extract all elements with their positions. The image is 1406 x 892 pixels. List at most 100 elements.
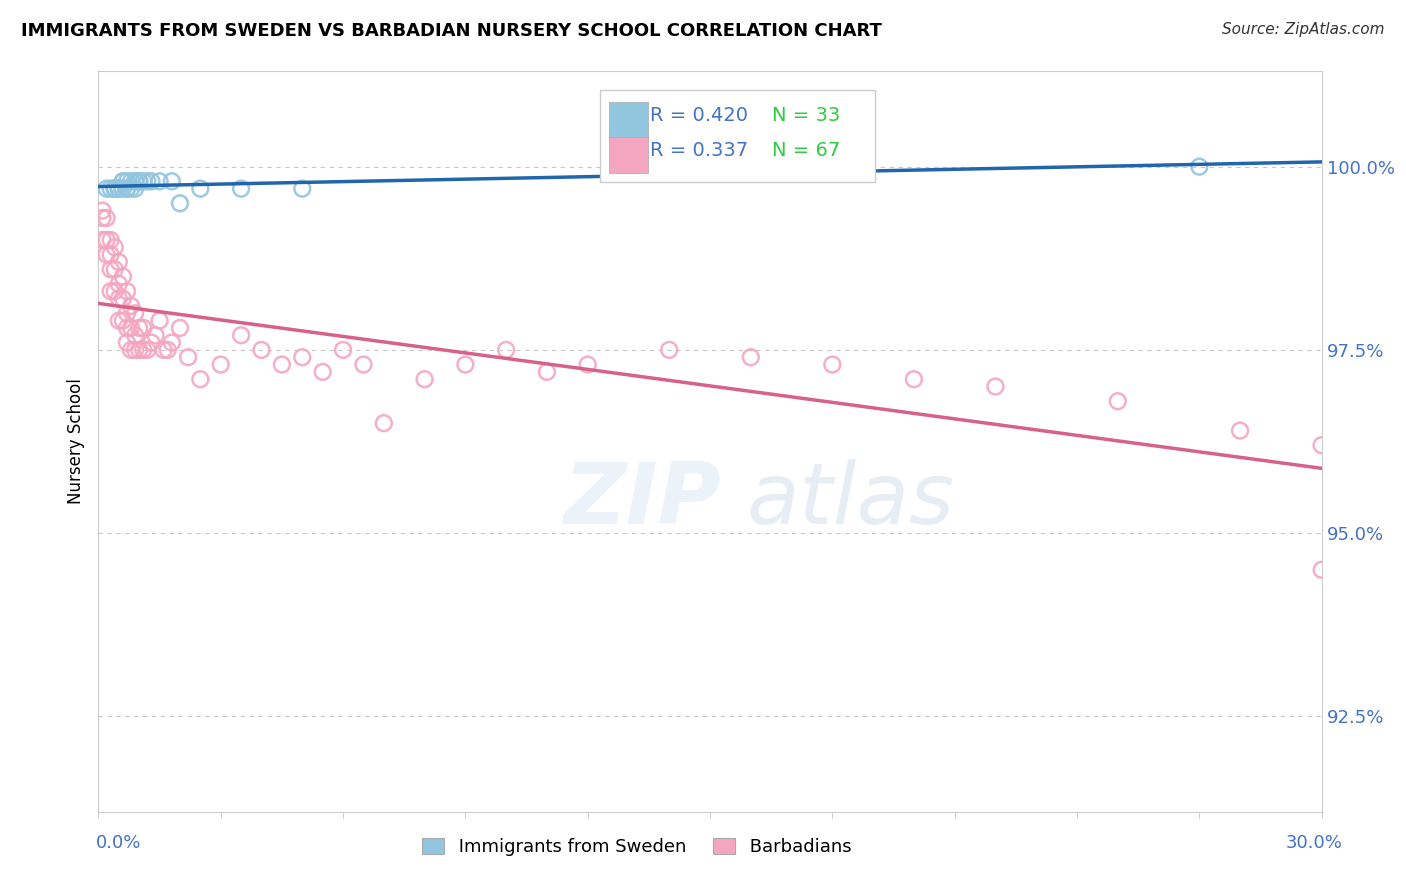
Point: [100, 181, 122, 195]
Point: [149, 174, 172, 188]
Point: [100, 262, 122, 277]
Point: [124, 174, 146, 188]
Point: [111, 313, 134, 327]
Point: [115, 306, 138, 320]
Text: atlas: atlas: [747, 459, 955, 542]
Point: [96, 233, 118, 247]
Point: [124, 328, 146, 343]
Point: [120, 321, 142, 335]
Point: [821, 358, 844, 372]
Point: [115, 285, 138, 299]
Point: [169, 196, 191, 211]
Point: [111, 181, 134, 195]
Point: [136, 343, 159, 357]
Point: [1188, 160, 1211, 174]
Point: [108, 255, 131, 269]
Point: [413, 372, 436, 386]
Point: [132, 343, 155, 357]
Point: [1229, 424, 1251, 438]
Legend:  Immigrants from Sweden,  Barbadians: Immigrants from Sweden, Barbadians: [415, 830, 859, 863]
Point: [108, 313, 131, 327]
Point: [108, 181, 131, 195]
FancyBboxPatch shape: [609, 103, 648, 138]
Point: [111, 292, 134, 306]
Point: [108, 277, 131, 291]
Point: [699, 160, 721, 174]
Point: [91, 203, 114, 218]
Point: [108, 181, 131, 195]
Point: [149, 313, 172, 327]
Point: [658, 343, 681, 357]
Point: [160, 174, 183, 188]
Point: [152, 343, 174, 357]
Point: [231, 181, 253, 195]
Point: [145, 328, 167, 343]
Point: [1310, 438, 1333, 452]
Point: [115, 321, 138, 335]
Point: [115, 181, 138, 195]
Point: [124, 174, 146, 188]
Point: [104, 181, 127, 195]
Y-axis label: Nursery School: Nursery School: [67, 378, 86, 505]
Point: [128, 174, 150, 188]
Point: [373, 416, 395, 430]
Point: [312, 365, 335, 379]
Point: [111, 269, 134, 284]
Point: [160, 335, 183, 350]
Point: [495, 343, 517, 357]
Point: [1310, 563, 1333, 577]
Point: [120, 174, 142, 188]
Point: [96, 181, 118, 195]
Point: [332, 343, 354, 357]
Point: [104, 285, 127, 299]
Point: [270, 358, 294, 372]
Text: ZIP: ZIP: [564, 459, 721, 542]
Point: [188, 372, 212, 386]
Point: [115, 335, 138, 350]
Point: [96, 211, 118, 225]
Text: IMMIGRANTS FROM SWEDEN VS BARBADIAN NURSERY SCHOOL CORRELATION CHART: IMMIGRANTS FROM SWEDEN VS BARBADIAN NURS…: [21, 22, 882, 40]
Point: [115, 181, 138, 195]
Point: [91, 233, 114, 247]
Point: [136, 174, 159, 188]
Point: [128, 174, 150, 188]
Point: [108, 181, 131, 195]
Point: [250, 343, 273, 357]
Point: [156, 343, 179, 357]
FancyBboxPatch shape: [609, 137, 648, 173]
Point: [111, 174, 134, 188]
Point: [104, 262, 127, 277]
Point: [128, 321, 150, 335]
Point: [740, 350, 762, 364]
Text: Source: ZipAtlas.com: Source: ZipAtlas.com: [1222, 22, 1385, 37]
Point: [188, 181, 212, 195]
Text: N = 67: N = 67: [772, 141, 841, 160]
Point: [177, 350, 200, 364]
Point: [104, 181, 127, 195]
Point: [108, 292, 131, 306]
Point: [169, 321, 191, 335]
Point: [111, 174, 134, 188]
Point: [91, 211, 114, 225]
Point: [984, 379, 1007, 393]
Point: [352, 358, 374, 372]
Point: [141, 335, 163, 350]
Point: [128, 174, 150, 188]
Point: [536, 365, 558, 379]
Point: [231, 328, 253, 343]
Point: [128, 343, 150, 357]
Text: 0.0%: 0.0%: [96, 834, 141, 852]
Point: [100, 247, 122, 261]
Text: N = 33: N = 33: [772, 106, 841, 125]
Point: [291, 350, 314, 364]
Point: [96, 247, 118, 261]
FancyBboxPatch shape: [600, 90, 875, 183]
Point: [1107, 394, 1129, 409]
Point: [115, 174, 138, 188]
Point: [124, 181, 146, 195]
Text: 30.0%: 30.0%: [1286, 834, 1343, 852]
Point: [120, 299, 142, 313]
Point: [100, 233, 122, 247]
Point: [209, 358, 232, 372]
Point: [124, 306, 146, 320]
